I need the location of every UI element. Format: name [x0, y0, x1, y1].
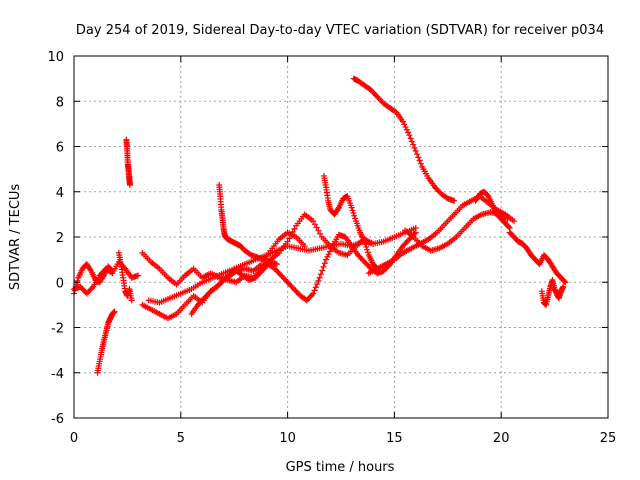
data-point	[316, 274, 323, 281]
x-tick-label: 0	[70, 431, 78, 446]
data-point	[71, 287, 78, 294]
y-tick-label: 4	[56, 186, 64, 201]
data-point	[402, 124, 409, 131]
data-point	[560, 283, 567, 290]
data-point	[363, 243, 370, 250]
data-point	[311, 221, 318, 228]
data-point	[128, 297, 135, 304]
data-point	[561, 278, 568, 285]
data-point	[412, 148, 419, 155]
x-tick-label: 15	[386, 431, 403, 446]
y-tick-label: -6	[51, 412, 64, 427]
data-point	[411, 144, 418, 151]
data-point	[313, 224, 320, 231]
series-sat-o	[472, 188, 513, 231]
x-axis-label: GPS time / hours	[286, 460, 395, 475]
data-point	[317, 271, 324, 278]
data-point	[417, 160, 424, 167]
data-layer	[71, 75, 569, 376]
y-tick-label: 10	[47, 50, 64, 65]
data-point	[414, 151, 421, 158]
data-point	[415, 154, 422, 161]
data-point	[361, 238, 368, 245]
data-point	[401, 121, 408, 128]
data-point	[348, 204, 355, 211]
data-point	[399, 118, 406, 125]
data-point	[349, 207, 356, 214]
series-sat-b	[71, 261, 116, 297]
data-point	[291, 225, 298, 232]
data-point	[562, 279, 569, 286]
data-point	[505, 224, 512, 231]
axis-ticks: 0 5 10 15 20 25 -6 -4 -2 0 2 4 6 8 10	[47, 50, 616, 446]
series-sat-e	[115, 249, 135, 304]
data-point	[312, 284, 319, 291]
series-sat-j	[216, 181, 280, 268]
data-point	[311, 287, 318, 294]
data-point	[135, 272, 142, 279]
data-point	[308, 291, 315, 298]
series-sat-q	[538, 276, 567, 308]
data-point	[321, 260, 328, 267]
data-point	[87, 266, 94, 273]
data-point	[100, 273, 107, 280]
x-tick-label: 5	[177, 431, 185, 446]
data-point	[406, 132, 413, 139]
data-point	[511, 218, 518, 225]
data-point	[403, 126, 410, 133]
data-point	[315, 227, 322, 234]
y-tick-label: 8	[56, 95, 64, 110]
data-point	[412, 229, 419, 236]
data-point	[111, 308, 118, 315]
data-point	[364, 249, 371, 256]
x-tick-label: 20	[493, 431, 510, 446]
data-point	[326, 248, 333, 255]
data-point	[451, 197, 458, 204]
data-point	[407, 135, 414, 142]
series-sat-d	[123, 136, 133, 188]
data-point	[362, 241, 369, 248]
data-point	[74, 277, 81, 284]
y-tick-label: -4	[51, 367, 64, 382]
x-tick-label: 10	[279, 431, 296, 446]
data-point	[405, 129, 412, 136]
data-point	[325, 251, 332, 258]
data-point	[315, 277, 322, 284]
data-point	[351, 212, 358, 219]
data-point	[328, 245, 335, 252]
series-sat-c	[94, 308, 118, 376]
data-point	[109, 267, 116, 274]
y-tick-label: 2	[56, 231, 64, 246]
data-point	[314, 281, 321, 288]
x-tick-label: 25	[600, 431, 617, 446]
data-point	[273, 261, 280, 268]
data-point	[323, 256, 330, 263]
data-point	[317, 230, 324, 237]
data-point	[410, 141, 417, 148]
data-point	[352, 215, 359, 222]
series-sat-p	[506, 229, 569, 286]
data-point	[364, 246, 371, 253]
y-tick-label: -2	[51, 322, 64, 337]
data-point	[416, 157, 423, 164]
data-point	[310, 218, 317, 225]
data-point	[408, 138, 415, 145]
data-point	[88, 285, 95, 292]
data-point	[320, 263, 327, 270]
data-point	[126, 181, 133, 188]
data-point	[504, 215, 511, 222]
series-sat-l	[350, 75, 458, 204]
data-point	[108, 267, 115, 274]
data-point	[324, 253, 331, 260]
data-point	[350, 210, 357, 217]
y-tick-label: 0	[56, 276, 64, 291]
data-point	[319, 267, 326, 274]
data-point	[335, 205, 342, 212]
data-point	[310, 290, 317, 297]
series-sat-k	[320, 172, 381, 272]
y-tick-label: 6	[56, 141, 64, 156]
y-axis-label: SDTVAR / TECUs	[8, 184, 23, 291]
chart-title: Day 254 of 2019, Sidereal Day-to-day VTE…	[76, 23, 604, 38]
